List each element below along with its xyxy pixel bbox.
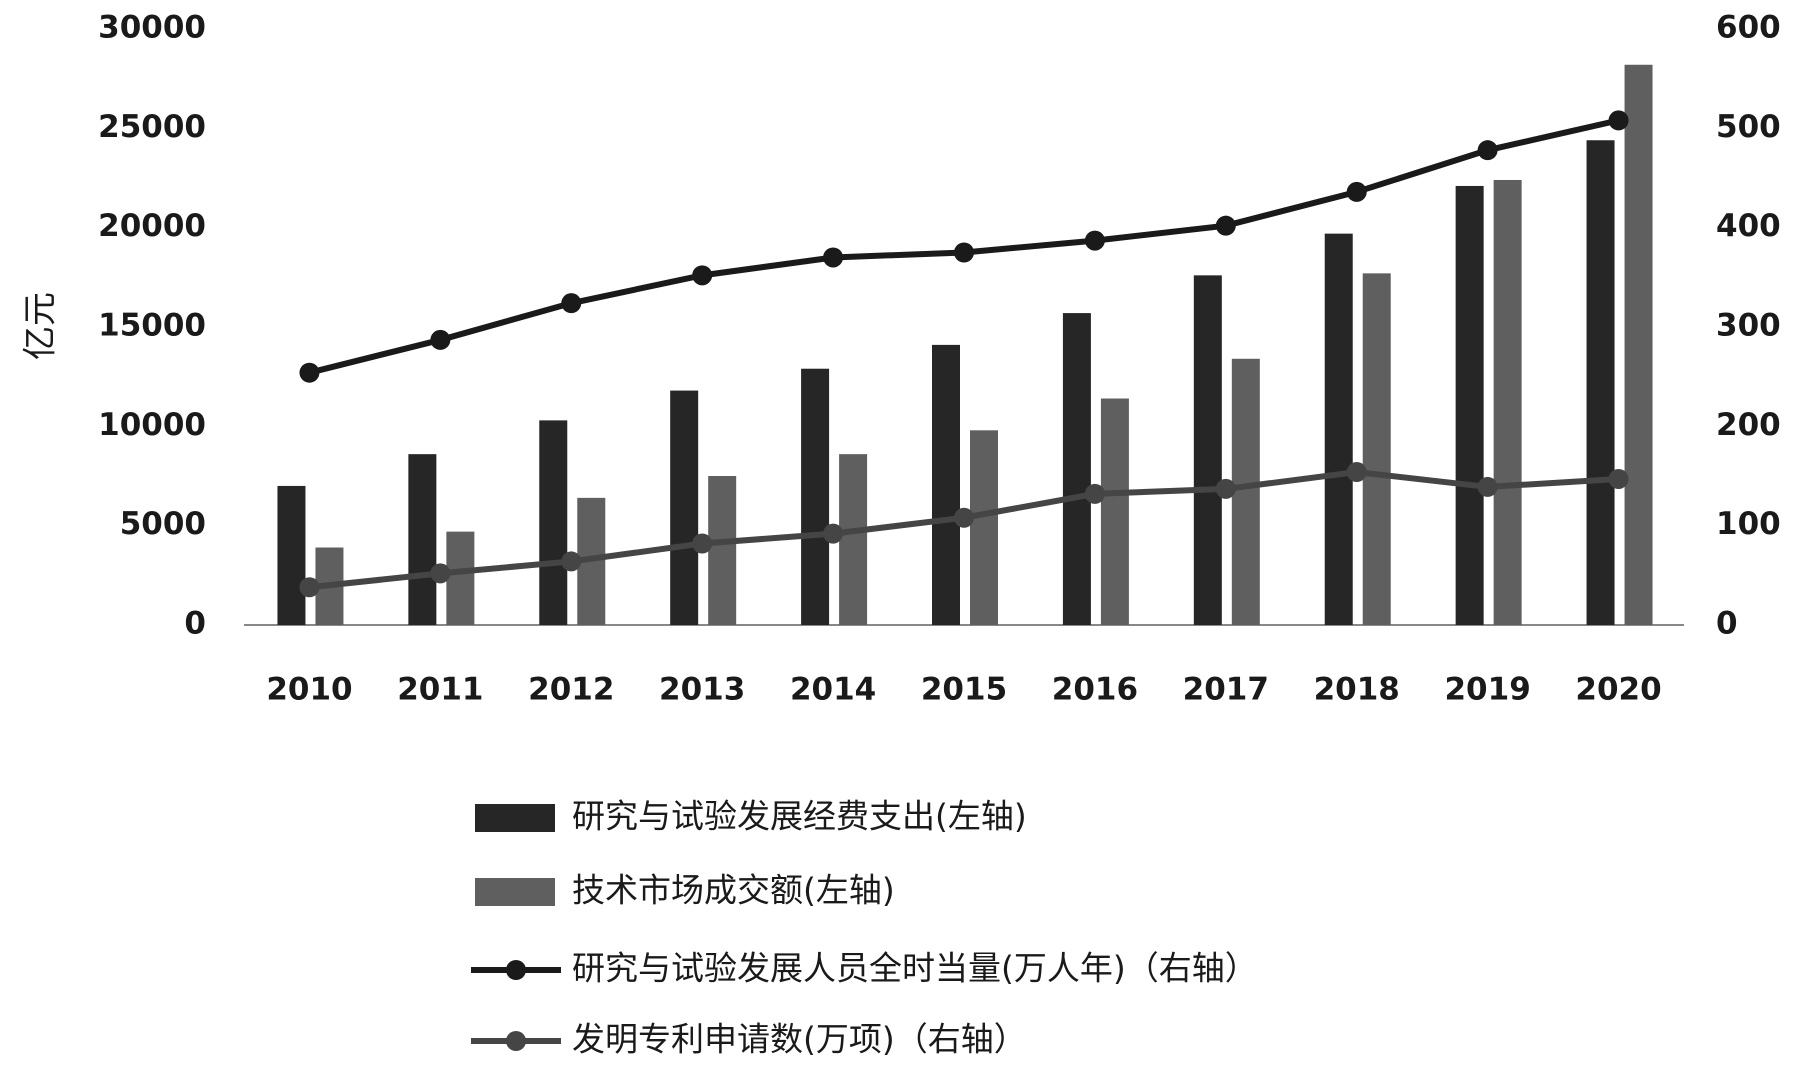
x-tick-label: 2015	[921, 672, 1007, 708]
marker	[430, 563, 451, 584]
y2-tick-label: 300	[1716, 308, 1781, 344]
legend-label: 研究与试验发展人员全时当量(万人年)（右轴）	[572, 949, 1258, 988]
legend-label: 技术市场成交额(左轴)	[572, 871, 895, 910]
x-tick-label: 2011	[397, 672, 483, 708]
bar	[446, 531, 475, 625]
x-tick-label: 2018	[1314, 672, 1400, 708]
x-tick-label: 2020	[1575, 672, 1661, 708]
x-tick-label: 2014	[790, 672, 876, 708]
y2-tick-label: 600	[1716, 10, 1781, 46]
marker	[1608, 110, 1629, 131]
marker	[1477, 476, 1498, 497]
marker	[1215, 215, 1236, 236]
bar	[970, 430, 998, 625]
y-tick-label: 20000	[98, 208, 206, 244]
bar	[1586, 140, 1615, 625]
bar	[408, 454, 437, 625]
line	[309, 469, 1619, 591]
bar	[539, 420, 568, 625]
x-tick-label: 2019	[1444, 672, 1530, 708]
y2-tick-label: 0	[1716, 606, 1738, 642]
marker	[692, 265, 713, 286]
marker	[299, 362, 320, 383]
bar	[1362, 273, 1391, 625]
y2-tick-label: 500	[1716, 109, 1781, 145]
x-tick-label: 2016	[1052, 672, 1138, 708]
x-tick-label: 2012	[528, 672, 614, 708]
bar	[1193, 275, 1222, 625]
marker	[1084, 483, 1105, 504]
legend-swatch	[475, 804, 555, 832]
y-tick-label: 0	[184, 606, 206, 642]
bar	[1100, 398, 1129, 625]
marker	[823, 523, 844, 544]
legend-swatch	[506, 1031, 526, 1051]
marker	[692, 533, 713, 554]
legend-swatch	[475, 878, 555, 906]
marker	[1346, 462, 1367, 483]
marker	[299, 577, 320, 598]
bar	[839, 454, 868, 625]
y2-tick-label: 400	[1716, 208, 1781, 244]
marker	[561, 293, 582, 314]
y-axis-label: 亿元	[21, 292, 61, 360]
marker	[1346, 181, 1367, 202]
x-tick-label: 2010	[266, 672, 352, 708]
legend-label: 发明专利申请数(万项)（右轴）	[572, 1020, 1027, 1059]
bar	[708, 476, 737, 625]
marker	[1608, 468, 1629, 489]
y2-tick-label: 100	[1716, 506, 1781, 542]
legend-swatch	[506, 960, 526, 980]
bar	[1493, 179, 1522, 625]
bar	[932, 344, 960, 625]
x-tick-label: 2017	[1183, 672, 1269, 708]
marker	[430, 329, 451, 350]
y2-tick-label: 200	[1716, 407, 1781, 443]
marker	[954, 242, 974, 263]
bar	[1062, 313, 1091, 625]
marker	[1215, 478, 1236, 499]
marker	[954, 507, 974, 528]
bar	[670, 390, 699, 625]
bar	[801, 368, 830, 625]
bar	[1231, 358, 1260, 625]
bar	[1455, 185, 1484, 626]
y-tick-label: 25000	[98, 109, 206, 145]
legend-label: 研究与试验发展经费支出(左轴)	[572, 797, 1027, 836]
marker	[1084, 230, 1105, 251]
marker	[1477, 140, 1498, 161]
x-tick-label: 2013	[659, 672, 745, 708]
marker	[561, 551, 582, 572]
marker	[823, 247, 844, 268]
y-tick-label: 15000	[98, 308, 206, 344]
bar	[1324, 233, 1353, 626]
y-tick-label: 30000	[98, 10, 206, 46]
y-tick-label: 5000	[120, 506, 206, 542]
bar	[1624, 64, 1653, 625]
bar	[277, 485, 306, 625]
y-tick-label: 10000	[98, 407, 206, 443]
